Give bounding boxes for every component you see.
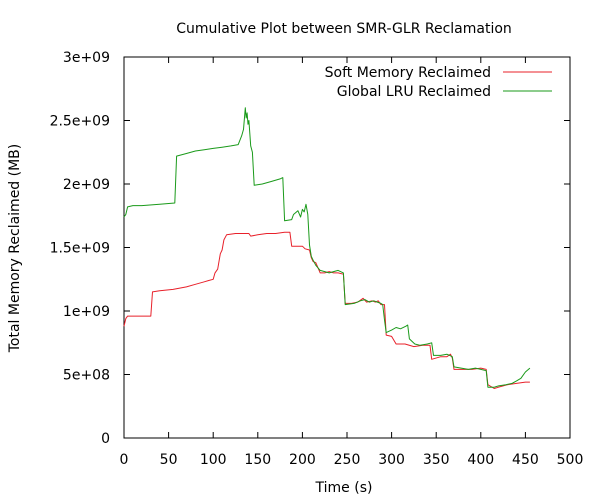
series-line-global-lru bbox=[123, 107, 531, 388]
x-tick-label: 100 bbox=[200, 452, 227, 468]
x-tick-label: 200 bbox=[289, 452, 316, 468]
y-axis-label: Total Memory Reclaimed (MB) bbox=[7, 144, 23, 354]
x-tick-label: 450 bbox=[512, 452, 539, 468]
x-tick-label: 150 bbox=[244, 452, 271, 468]
legend-label: Soft Memory Reclaimed bbox=[325, 65, 491, 81]
y-tick-label: 2e+09 bbox=[63, 177, 110, 193]
x-tick-label: 0 bbox=[120, 452, 129, 468]
x-tick-label: 300 bbox=[378, 452, 405, 468]
x-tick-label: 350 bbox=[423, 452, 450, 468]
x-tick-label: 500 bbox=[557, 452, 584, 468]
x-axis-ticks: 0 50 100 150 200 250 300 350 400 450 500 bbox=[120, 57, 584, 468]
legend: Soft Memory Reclaimed Global LRU Reclaime… bbox=[325, 65, 552, 100]
x-tick-label: 250 bbox=[334, 452, 361, 468]
plot-area-frame bbox=[123, 56, 571, 439]
y-tick-label: 1e+09 bbox=[63, 304, 110, 320]
chart-title: Cumulative Plot between SMR-GLR Reclamat… bbox=[176, 21, 512, 37]
x-tick-label: 400 bbox=[467, 452, 494, 468]
series-layer bbox=[123, 107, 531, 389]
legend-label: Global LRU Reclaimed bbox=[337, 84, 491, 100]
y-axis-ticks: 0 5e+08 1e+09 1.5e+09 2e+09 2.5e+09 3e+09 bbox=[50, 50, 570, 447]
y-tick-label: 2.5e+09 bbox=[50, 114, 110, 130]
y-tick-label: 1.5e+09 bbox=[50, 241, 110, 257]
y-tick-label: 5e+08 bbox=[63, 368, 110, 384]
y-tick-label: 3e+09 bbox=[63, 50, 110, 66]
x-axis-label: Time (s) bbox=[315, 480, 373, 496]
y-tick-label: 0 bbox=[101, 431, 110, 447]
x-tick-label: 50 bbox=[160, 452, 178, 468]
series-line-soft-memory bbox=[123, 231, 530, 389]
